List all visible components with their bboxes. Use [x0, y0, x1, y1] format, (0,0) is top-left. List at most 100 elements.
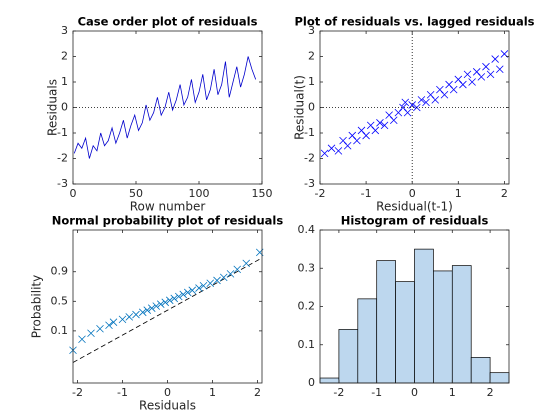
chart-title: Case order plot of residuals	[78, 15, 258, 29]
y-axis-label: Probability	[30, 275, 44, 338]
marker	[491, 55, 499, 63]
marker	[226, 270, 235, 278]
y-tick-label: 1	[308, 75, 315, 88]
marker	[401, 98, 410, 107]
axes-background	[73, 31, 262, 184]
y-axis-label: Residual(t)	[293, 75, 307, 140]
marker	[174, 292, 183, 301]
x-tick-label: 0	[164, 386, 171, 399]
x-axis-label: Residual(t-1)	[376, 200, 453, 214]
y-tick-label: 0.9	[51, 265, 69, 278]
marker	[233, 265, 242, 274]
marker	[343, 141, 352, 150]
marker	[78, 335, 86, 344]
y-tick-label: -3	[304, 177, 315, 190]
x-tick-label: 1	[449, 386, 456, 399]
marker	[431, 96, 440, 104]
x-tick-label: 150	[252, 187, 273, 200]
marker	[147, 304, 156, 312]
x-tick-label: 100	[189, 187, 210, 200]
x-tick-label: 1	[209, 386, 216, 399]
bar	[376, 260, 396, 384]
y-tick-label: -2	[57, 152, 68, 165]
marker	[165, 296, 174, 305]
y-tick-label: 3	[61, 24, 68, 37]
marker	[179, 290, 188, 299]
y-tick-label: -3	[57, 177, 68, 190]
marker	[482, 62, 490, 71]
y-tick-label: 0.1	[51, 324, 69, 337]
marker	[463, 70, 472, 79]
y-tick-label: 0.1	[298, 338, 316, 351]
y-tick-label: -2	[304, 152, 315, 165]
x-tick-label: -2	[72, 386, 83, 399]
marker	[199, 281, 208, 290]
y-axis-label: Residuals	[46, 79, 60, 136]
marker	[353, 136, 361, 145]
marker	[477, 73, 486, 81]
marker	[118, 315, 127, 324]
marker	[459, 80, 467, 89]
marker	[125, 313, 134, 321]
y-tick-label: 0	[308, 376, 315, 389]
x-tick-label: 0	[70, 187, 77, 200]
marker	[96, 324, 104, 333]
reference-line	[72, 257, 263, 363]
y-tick-label: 0.2	[298, 300, 316, 313]
chart-title: Plot of residuals vs. lagged residuals	[294, 15, 534, 29]
marker	[371, 126, 380, 135]
marker	[87, 329, 95, 338]
marker	[362, 131, 370, 140]
marker	[170, 294, 179, 303]
marker	[495, 65, 504, 74]
marker	[213, 276, 221, 285]
bar	[451, 265, 472, 384]
marker	[183, 288, 192, 297]
y-tick-label: 0	[61, 101, 68, 114]
x-tick-label: 2	[501, 187, 508, 200]
bar	[489, 372, 510, 384]
y-tick-label: 0.4	[298, 223, 316, 236]
marker	[334, 147, 343, 155]
marker	[161, 298, 170, 307]
x-tick-label: -1	[371, 386, 382, 399]
marker	[468, 78, 476, 86]
marker	[449, 85, 458, 94]
marker	[403, 108, 412, 117]
x-tick-label: 50	[129, 187, 143, 200]
bar	[357, 298, 378, 384]
y-tick-label: -1	[57, 126, 68, 139]
marker	[389, 116, 398, 125]
marker	[206, 279, 215, 288]
x-tick-label: -2	[333, 386, 344, 399]
marker	[188, 286, 197, 295]
marker	[132, 310, 140, 319]
marker	[376, 119, 384, 127]
x-tick-label: 0	[409, 187, 416, 200]
marker	[219, 273, 228, 282]
marker	[440, 90, 449, 99]
bar	[433, 270, 453, 384]
y-tick-label: 0.3	[298, 261, 316, 274]
y-tick-label: 3	[308, 24, 315, 37]
marker	[109, 318, 118, 326]
y-tick-label: 1	[61, 75, 68, 88]
marker	[105, 321, 113, 330]
y-tick-label: -1	[304, 126, 315, 139]
marker	[417, 96, 426, 104]
bar	[319, 377, 340, 384]
chart-title: Normal probability plot of residuals	[52, 214, 284, 228]
marker	[138, 308, 147, 317]
bar	[414, 248, 434, 384]
marker	[156, 300, 165, 308]
marker	[320, 149, 329, 158]
y-tick-label: 2	[61, 50, 68, 63]
residual-line	[73, 56, 257, 159]
y-tick-label: 2	[308, 50, 315, 63]
x-axis-label: Residuals	[139, 399, 196, 413]
chart-title: Histogram of residuals	[341, 214, 489, 228]
x-axis-label: Row number	[130, 200, 206, 214]
marker	[486, 70, 495, 79]
x-tick-label: -1	[361, 187, 372, 200]
marker	[327, 144, 336, 153]
